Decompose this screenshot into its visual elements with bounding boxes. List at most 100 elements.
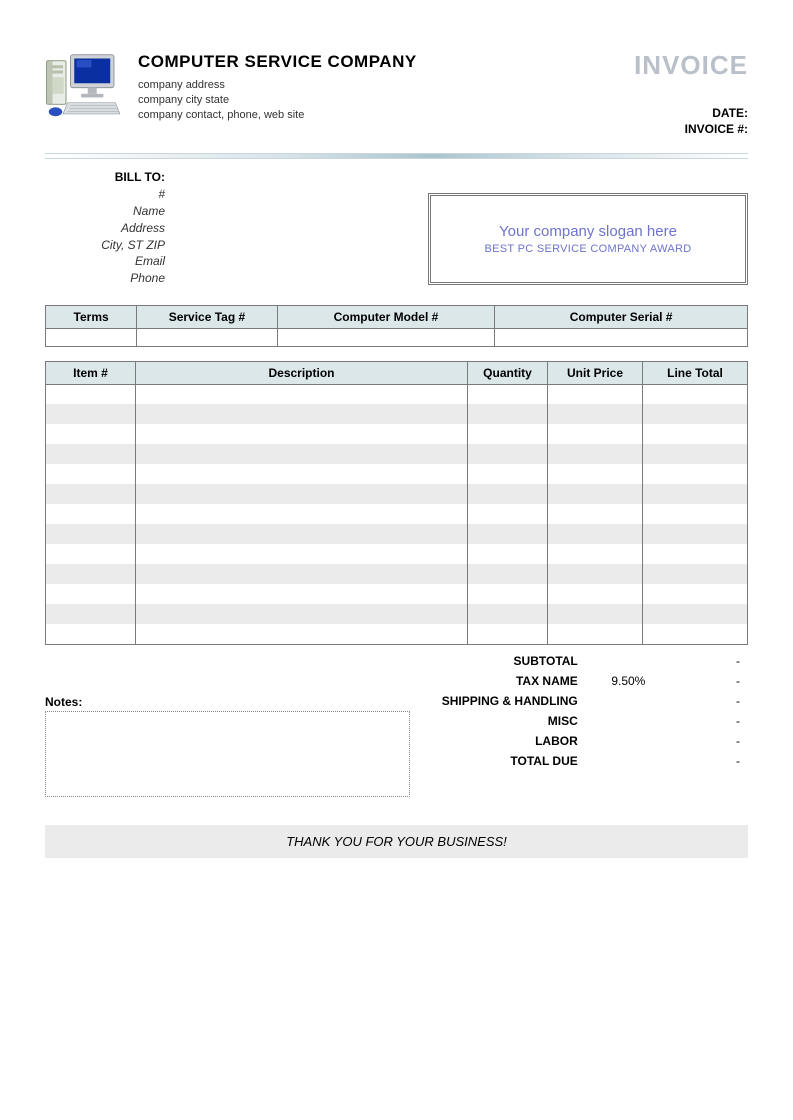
items-cell[interactable] xyxy=(643,484,748,504)
bill-to-city: City, ST ZIP xyxy=(45,237,165,254)
items-cell[interactable] xyxy=(46,524,136,544)
items-cell[interactable] xyxy=(548,544,643,564)
totals-row: SHIPPING & HANDLING- xyxy=(410,691,748,711)
items-cell[interactable] xyxy=(136,404,468,424)
items-cell[interactable] xyxy=(136,444,468,464)
items-cell[interactable] xyxy=(548,464,643,484)
items-cell[interactable] xyxy=(548,504,643,524)
items-cell[interactable] xyxy=(643,604,748,624)
info-cell-service-tag[interactable] xyxy=(137,328,277,346)
items-cell[interactable] xyxy=(46,604,136,624)
totals-value: - xyxy=(653,711,748,731)
items-cell[interactable] xyxy=(643,384,748,404)
items-cell[interactable] xyxy=(46,484,136,504)
items-cell[interactable] xyxy=(548,424,643,444)
items-cell[interactable] xyxy=(136,604,468,624)
items-cell[interactable] xyxy=(468,464,548,484)
items-th-item: Item # xyxy=(46,361,136,384)
items-cell[interactable] xyxy=(46,444,136,464)
items-cell[interactable] xyxy=(136,564,468,584)
items-cell[interactable] xyxy=(643,544,748,564)
slogan-line-1: Your company slogan here xyxy=(499,223,677,240)
items-cell[interactable] xyxy=(46,424,136,444)
items-cell[interactable] xyxy=(548,624,643,644)
items-cell[interactable] xyxy=(46,404,136,424)
items-cell[interactable] xyxy=(548,444,643,464)
items-cell[interactable] xyxy=(468,544,548,564)
items-cell[interactable] xyxy=(136,624,468,644)
items-cell[interactable] xyxy=(46,384,136,404)
items-cell[interactable] xyxy=(46,624,136,644)
items-cell[interactable] xyxy=(468,424,548,444)
items-cell[interactable] xyxy=(643,624,748,644)
bottom-area: Notes: SUBTOTAL-TAX NAME9.50%-SHIPPING &… xyxy=(45,651,748,797)
slogan-box: Your company slogan here BEST PC SERVICE… xyxy=(428,193,748,285)
items-cell[interactable] xyxy=(468,384,548,404)
items-cell[interactable] xyxy=(46,464,136,484)
bill-to-hash: # xyxy=(45,186,165,203)
items-cell[interactable] xyxy=(136,544,468,564)
items-cell[interactable] xyxy=(643,424,748,444)
mid-row: BILL TO: # Name Address City, ST ZIP Ema… xyxy=(45,169,748,287)
items-cell[interactable] xyxy=(548,404,643,424)
items-cell[interactable] xyxy=(468,524,548,544)
totals-tbody: SUBTOTAL-TAX NAME9.50%-SHIPPING & HANDLI… xyxy=(410,651,748,771)
header-divider xyxy=(45,153,748,159)
info-cell-serial[interactable] xyxy=(495,328,748,346)
items-cell[interactable] xyxy=(548,484,643,504)
items-cell[interactable] xyxy=(548,524,643,544)
items-cell[interactable] xyxy=(136,504,468,524)
totals-row: SUBTOTAL- xyxy=(410,651,748,671)
invoice-meta: DATE: INVOICE #: xyxy=(634,105,748,137)
items-cell[interactable] xyxy=(468,444,548,464)
items-cell[interactable] xyxy=(136,464,468,484)
info-th-serial: Computer Serial # xyxy=(495,305,748,328)
items-row xyxy=(46,624,748,644)
items-cell[interactable] xyxy=(136,384,468,404)
items-cell[interactable] xyxy=(46,544,136,564)
items-cell[interactable] xyxy=(468,604,548,624)
items-cell[interactable] xyxy=(46,504,136,524)
company-contact: company contact, phone, web site xyxy=(138,108,417,123)
items-cell[interactable] xyxy=(136,484,468,504)
items-cell[interactable] xyxy=(46,564,136,584)
info-cell-model[interactable] xyxy=(277,328,495,346)
company-city-state: company city state xyxy=(138,93,417,108)
items-cell[interactable] xyxy=(468,584,548,604)
totals-value: - xyxy=(653,691,748,711)
company-name: COMPUTER SERVICE COMPANY xyxy=(138,52,417,72)
items-cell[interactable] xyxy=(643,404,748,424)
items-cell[interactable] xyxy=(468,484,548,504)
totals-row: TAX NAME9.50%- xyxy=(410,671,748,691)
items-cell[interactable] xyxy=(548,564,643,584)
items-cell[interactable] xyxy=(136,424,468,444)
items-cell[interactable] xyxy=(468,624,548,644)
totals-value: - xyxy=(653,671,748,691)
items-th-quantity: Quantity xyxy=(468,361,548,384)
items-cell[interactable] xyxy=(468,504,548,524)
info-cell-terms[interactable] xyxy=(46,328,137,346)
items-cell[interactable] xyxy=(548,584,643,604)
items-cell[interactable] xyxy=(468,404,548,424)
items-cell[interactable] xyxy=(46,584,136,604)
items-cell[interactable] xyxy=(643,584,748,604)
items-cell[interactable] xyxy=(548,384,643,404)
computer-logo-icon xyxy=(45,50,120,118)
notes-box[interactable] xyxy=(45,711,410,797)
items-cell[interactable] xyxy=(643,504,748,524)
company-lines: company address company city state compa… xyxy=(138,78,417,123)
totals-rate xyxy=(586,711,654,731)
items-cell[interactable] xyxy=(548,604,643,624)
items-cell[interactable] xyxy=(468,564,548,584)
items-cell[interactable] xyxy=(136,584,468,604)
totals-label: TAX NAME xyxy=(410,671,586,691)
items-th-line-total: Line Total xyxy=(643,361,748,384)
items-cell[interactable] xyxy=(643,444,748,464)
items-cell[interactable] xyxy=(643,464,748,484)
bill-to-phone: Phone xyxy=(45,270,165,287)
items-cell[interactable] xyxy=(643,564,748,584)
info-row xyxy=(46,328,748,346)
items-cell[interactable] xyxy=(643,524,748,544)
items-cell[interactable] xyxy=(136,524,468,544)
totals-label: SUBTOTAL xyxy=(410,651,586,671)
